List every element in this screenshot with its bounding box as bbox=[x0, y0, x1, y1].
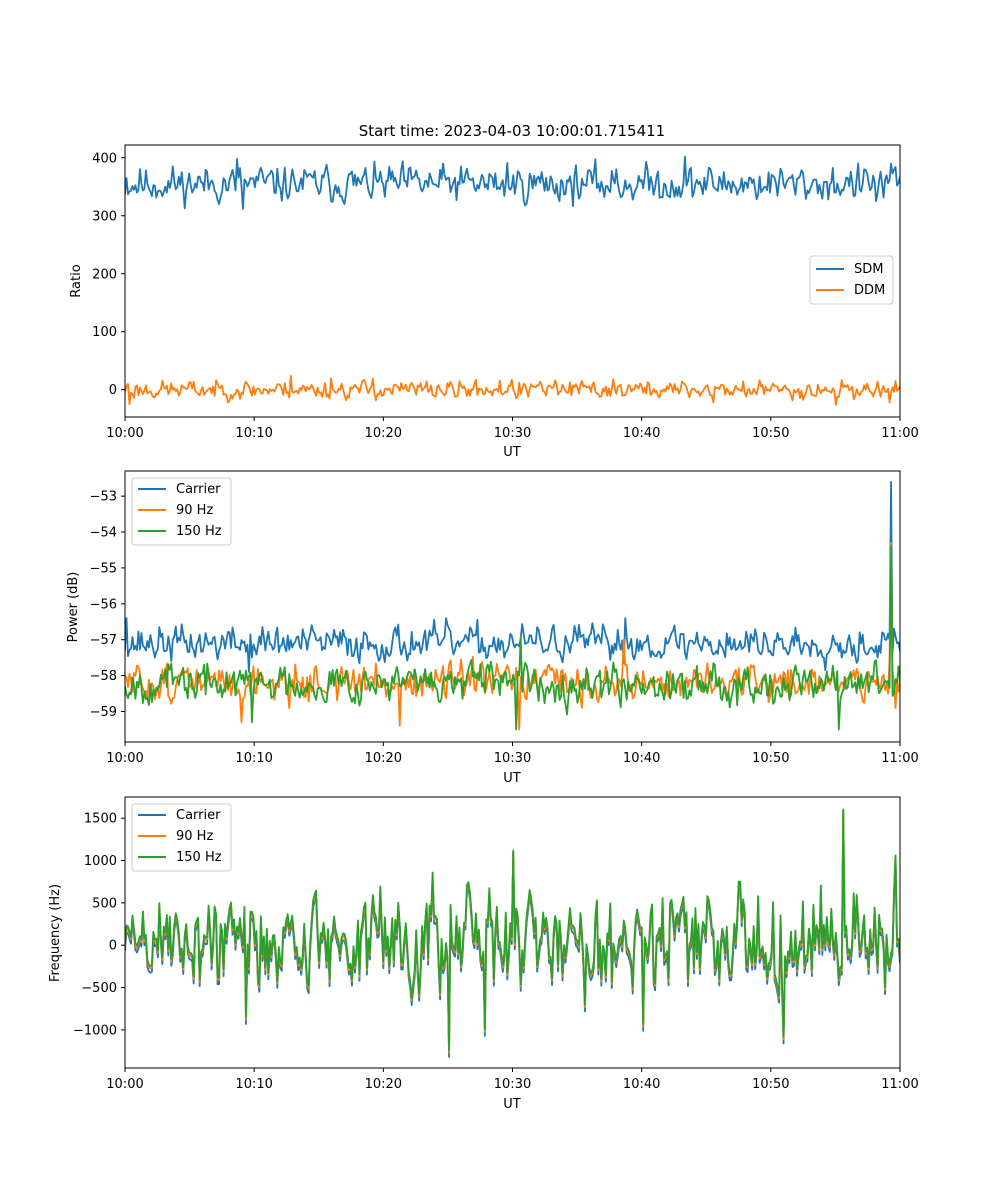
series-line-90hz bbox=[125, 541, 900, 731]
x-tick-label: 10:00 bbox=[106, 426, 143, 441]
x-tick-label: 10:40 bbox=[623, 751, 660, 766]
ratio-legend: SDM DDM bbox=[809, 255, 894, 305]
x-tick-label: 10:20 bbox=[365, 1077, 402, 1092]
y-tick-label: −57 bbox=[90, 633, 117, 648]
legend-label-150hz: 150 Hz bbox=[176, 850, 222, 865]
y-tick-label: 500 bbox=[92, 896, 117, 911]
series-line-150hz bbox=[125, 545, 900, 731]
y-tick-label: −58 bbox=[90, 669, 117, 684]
frequency-panel: 10:00 10:10 10:20 10:30 10:40 10:50 11:00 −100… bbox=[48, 796, 919, 1112]
frequency-series-group bbox=[125, 808, 900, 1058]
x-tick-label: 10:50 bbox=[752, 1077, 789, 1092]
y-tick-label: 100 bbox=[92, 325, 117, 340]
x-tick-label: 10:10 bbox=[235, 426, 272, 441]
x-tick-label: 10:40 bbox=[623, 1077, 660, 1092]
series-line-sdm bbox=[125, 155, 900, 210]
x-tick-label: 11:00 bbox=[881, 426, 918, 441]
y-tick-label: −1000 bbox=[73, 1023, 117, 1038]
x-tick-label: 10:20 bbox=[365, 751, 402, 766]
series-line-carrier bbox=[125, 480, 900, 673]
ratio-panel: Start time: 2023-04-03 10:00:01.715411 1… bbox=[69, 122, 919, 460]
y-tick-label: 200 bbox=[92, 267, 117, 282]
y-tick-label: 400 bbox=[92, 151, 117, 166]
power-x-axis-label: UT bbox=[503, 771, 521, 786]
x-tick-label: 11:00 bbox=[881, 1077, 918, 1092]
x-tick-label: 10:30 bbox=[494, 751, 531, 766]
legend-label-ddm: DDM bbox=[854, 283, 885, 298]
x-tick-label: 10:50 bbox=[752, 751, 789, 766]
x-tick-label: 10:30 bbox=[494, 426, 531, 441]
ratio-x-axis-label: UT bbox=[503, 445, 521, 460]
x-tick-label: 10:00 bbox=[106, 1077, 143, 1092]
frequency-x-axis-label: UT bbox=[503, 1097, 521, 1112]
x-tick-label: 10:10 bbox=[235, 751, 272, 766]
y-tick-label: −56 bbox=[90, 597, 117, 612]
legend-label-sdm: SDM bbox=[854, 262, 883, 277]
y-tick-label: −59 bbox=[90, 705, 117, 720]
y-tick-label: −500 bbox=[81, 981, 117, 996]
power-panel: 10:00 10:10 10:20 10:30 10:40 10:50 11:00 −59 −… bbox=[66, 470, 919, 786]
y-tick-label: 1500 bbox=[84, 812, 117, 827]
power-legend: Carrier 90 Hz 150 Hz bbox=[131, 477, 232, 546]
x-tick-label: 10:50 bbox=[752, 426, 789, 441]
legend-label-90hz: 90 Hz bbox=[176, 829, 213, 844]
x-tick-label: 11:00 bbox=[881, 751, 918, 766]
y-tick-label: 0 bbox=[109, 383, 117, 398]
y-tick-label: 300 bbox=[92, 209, 117, 224]
y-tick-label: 0 bbox=[109, 939, 117, 954]
x-tick-label: 10:40 bbox=[623, 426, 660, 441]
frequency-legend: Carrier 90 Hz 150 Hz bbox=[131, 803, 232, 872]
series-line-ddm bbox=[125, 374, 900, 406]
series-line-150hz bbox=[125, 808, 900, 1052]
y-tick-label: −53 bbox=[90, 490, 117, 505]
chart-title: Start time: 2023-04-03 10:00:01.715411 bbox=[359, 122, 665, 140]
power-y-axis-label: Power (dB) bbox=[66, 572, 81, 643]
y-tick-label: −55 bbox=[90, 561, 117, 576]
x-tick-label: 10:10 bbox=[235, 1077, 272, 1092]
power-series-group bbox=[125, 480, 900, 731]
x-tick-label: 10:30 bbox=[494, 1077, 531, 1092]
ratio-y-axis-label: Ratio bbox=[69, 264, 84, 297]
y-tick-label: −54 bbox=[90, 526, 117, 541]
legend-label-150hz: 150 Hz bbox=[176, 524, 222, 539]
y-tick-label: 1000 bbox=[84, 854, 117, 869]
legend-label-90hz: 90 Hz bbox=[176, 503, 213, 518]
legend-label-carrier: Carrier bbox=[176, 482, 221, 497]
ratio-series-group bbox=[125, 155, 900, 406]
x-tick-label: 10:20 bbox=[365, 426, 402, 441]
x-tick-label: 10:00 bbox=[106, 751, 143, 766]
legend-label-carrier: Carrier bbox=[176, 808, 221, 823]
frequency-y-axis-label: Frequency (Hz) bbox=[48, 884, 63, 982]
